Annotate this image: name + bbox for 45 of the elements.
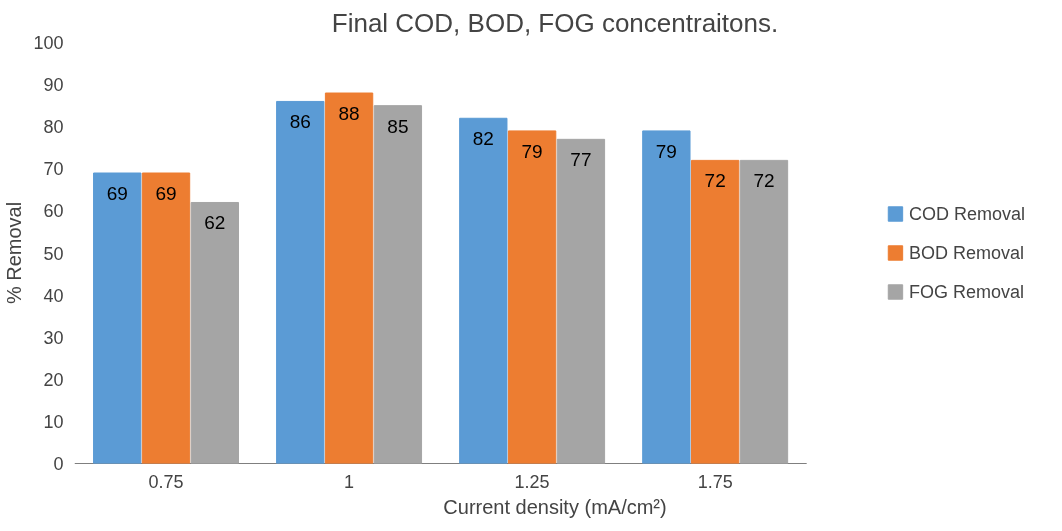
legend-label: COD Removal: [908, 203, 1025, 224]
x-tick-label: 0.75: [148, 471, 184, 492]
x-tick-label: 1.25: [514, 471, 550, 492]
x-tick-label: 1: [344, 471, 355, 492]
legend-label: BOD Removal: [908, 242, 1024, 263]
y-tick-label: 90: [43, 75, 64, 96]
y-tick-label: 40: [43, 285, 64, 306]
y-tick-label: 70: [43, 159, 64, 180]
data-label: 77: [570, 149, 592, 171]
chart-title: Final COD, BOD, FOG concentraitons.: [331, 7, 779, 38]
data-label: 86: [289, 111, 311, 133]
bar: [373, 105, 423, 464]
y-tick-label: 80: [43, 117, 64, 138]
y-tick-label: 60: [43, 201, 64, 222]
x-axis-title: Current density (mA/cm²): [443, 495, 667, 518]
data-label: 72: [704, 170, 726, 192]
data-label: 79: [655, 140, 677, 162]
bar: [556, 138, 606, 464]
data-label: 82: [472, 128, 494, 150]
bar: [690, 159, 740, 464]
data-label: 62: [204, 212, 226, 234]
bar: [93, 172, 142, 464]
y-tick-label: 10: [43, 411, 64, 432]
data-label: 72: [753, 170, 775, 192]
legend-label: FOG Removal: [908, 281, 1024, 302]
y-tick-label: 30: [43, 327, 64, 348]
bar: [141, 172, 191, 464]
y-tick-label: 0: [53, 454, 64, 474]
x-tick-label: 1.75: [697, 471, 733, 492]
y-tick-label: 20: [43, 369, 64, 390]
bar: [459, 117, 508, 464]
bar: [507, 130, 557, 464]
bar: [276, 100, 325, 464]
data-label: 88: [338, 103, 360, 125]
bar: [642, 130, 691, 464]
bar: [324, 92, 374, 464]
data-label: 69: [106, 183, 128, 205]
bar: [739, 159, 789, 464]
bar: [190, 201, 240, 464]
y-axis-title: % Removal: [3, 201, 26, 305]
data-label: 79: [521, 140, 543, 162]
y-tick-label: 100: [33, 33, 64, 53]
y-tick-label: 50: [43, 243, 64, 264]
data-label: 85: [387, 115, 409, 137]
data-label: 69: [155, 183, 177, 205]
